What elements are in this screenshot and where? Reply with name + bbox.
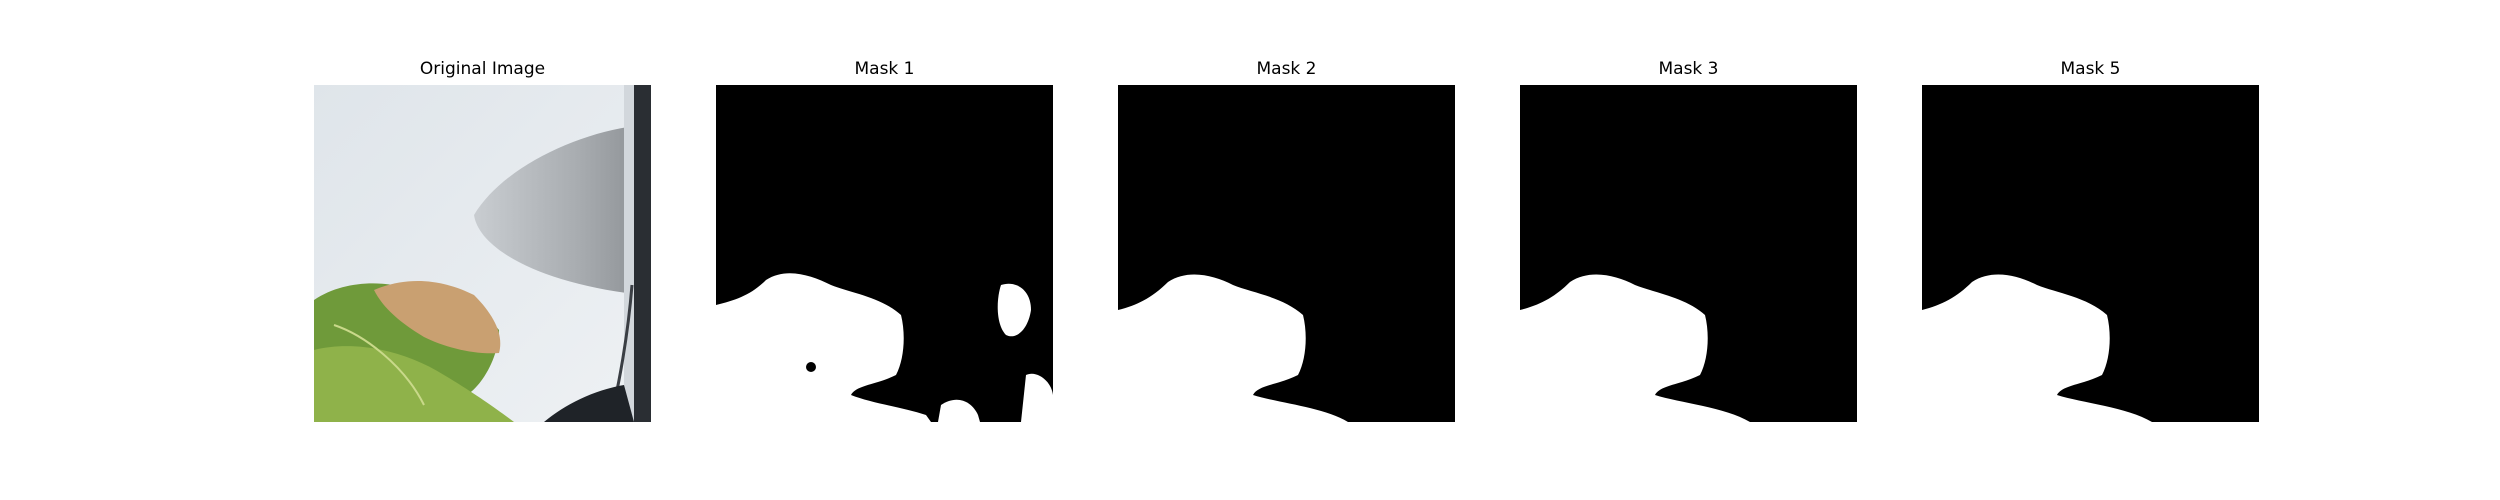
panel-title: Mask 3 (1658, 59, 1719, 79)
panel-title: Mask 1 (854, 59, 915, 79)
panel-original-image: Original Image (314, 58, 651, 424)
mask-region-bottom-speck (938, 399, 980, 422)
mask-hole (806, 362, 816, 372)
leaf-green-bottom (314, 346, 514, 422)
mask-region-leaf (1922, 274, 2152, 422)
mask-region-corner (1021, 373, 1053, 422)
mask-speck (1232, 351, 1240, 359)
mask-1-image (716, 85, 1053, 422)
panel-title: Mask 2 (1256, 59, 1317, 79)
panel-mask-5: Mask 5 (1922, 58, 2259, 424)
fuel-door-recess (474, 125, 644, 295)
mask-speck (1634, 351, 1642, 359)
mask-region-leaf (1118, 274, 1348, 422)
original-photo (314, 85, 651, 422)
mask-region-leaf (716, 273, 931, 422)
mask-speck (2036, 351, 2044, 359)
mask-2-image (1118, 85, 1455, 422)
mask-3-image (1520, 85, 1857, 422)
leaf-vein (333, 324, 425, 406)
tire-shadow (544, 385, 634, 422)
panel-mask-2: Mask 2 (1118, 58, 1455, 424)
panel-title: Mask 5 (2060, 59, 2121, 79)
mask-region-leaf (1520, 274, 1750, 422)
panel-mask-3: Mask 3 (1520, 58, 1857, 424)
door-gap-shadow (634, 85, 651, 422)
door-edge (624, 85, 634, 422)
leaf-brown (374, 280, 501, 354)
panel-mask-1: Mask 1 (716, 58, 1053, 424)
mask-5-image (1922, 85, 2259, 422)
mask-region-right-blob (997, 283, 1031, 337)
panel-title: Original Image (419, 59, 546, 79)
